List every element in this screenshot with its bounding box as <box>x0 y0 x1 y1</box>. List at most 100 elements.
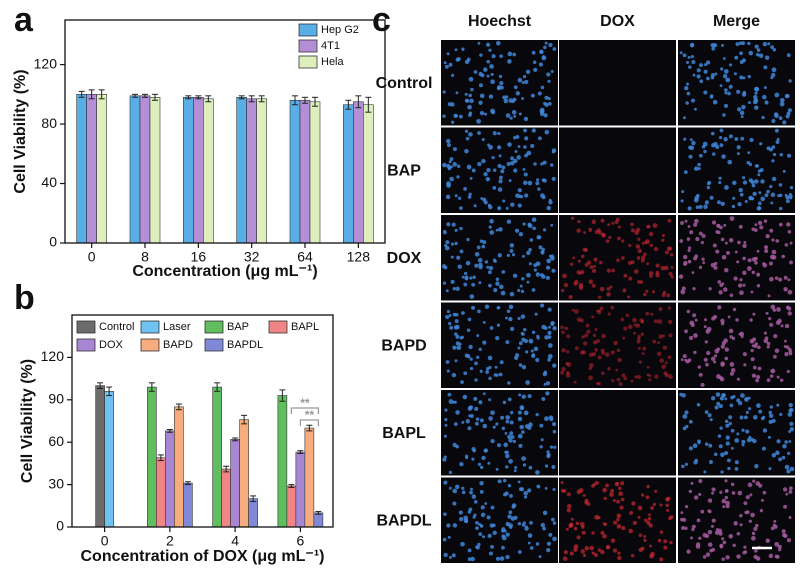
cell-dot <box>718 180 722 185</box>
cell-dot <box>689 230 694 235</box>
cell-dot <box>652 502 656 507</box>
cell-dot <box>478 83 483 88</box>
cell-dot <box>548 101 552 106</box>
cell-dot <box>692 443 698 449</box>
x-tick-label: 0 <box>88 249 96 265</box>
cell-dot <box>724 419 729 424</box>
cell-dot <box>718 135 723 140</box>
cell-dot <box>732 394 736 399</box>
cell-dot <box>618 486 622 491</box>
cell-dot <box>663 371 668 376</box>
cell-dot <box>680 199 684 203</box>
cell-dot <box>607 366 611 371</box>
cell-dot <box>724 185 729 190</box>
cell-dot <box>564 326 569 331</box>
cell-dot <box>508 316 513 322</box>
cell-dot <box>600 218 605 223</box>
cell-dot <box>463 282 468 287</box>
cell-dot <box>747 151 751 155</box>
cell-dot <box>737 490 743 496</box>
cell-dot <box>736 531 741 536</box>
cell-dot <box>670 265 674 269</box>
cell-dot <box>653 319 658 324</box>
cell-dot <box>507 142 512 147</box>
image-background <box>678 477 795 563</box>
cell-dot <box>477 161 482 167</box>
cell-dot <box>784 339 787 343</box>
cell-dot <box>454 332 458 336</box>
cell-dot <box>667 319 673 325</box>
cell-dot <box>644 518 648 523</box>
cell-dot <box>490 544 494 549</box>
cell-dot <box>518 232 524 237</box>
cell-dot <box>536 178 540 182</box>
cell-dot <box>622 288 627 293</box>
cell-dot <box>468 76 474 82</box>
cell-dot <box>720 362 725 367</box>
cell-dot <box>477 131 481 135</box>
cell-dot <box>465 136 470 141</box>
cell-dot <box>547 358 551 362</box>
bar <box>203 98 214 244</box>
cell-dot <box>687 358 692 363</box>
cell-dot <box>490 72 494 76</box>
micrograph <box>559 477 676 563</box>
cell-dot <box>688 145 692 150</box>
cell-dot <box>473 204 477 208</box>
cell-dot <box>616 513 622 519</box>
cell-dot <box>601 233 606 238</box>
cell-dot <box>718 444 723 449</box>
cell-dot <box>694 318 698 322</box>
cell-dot <box>519 487 525 492</box>
cell-dot <box>649 544 652 548</box>
cell-dot <box>752 438 757 444</box>
micrograph <box>678 127 795 213</box>
cell-dot <box>783 504 788 509</box>
cell-dot <box>470 87 474 92</box>
cell-dot <box>730 367 736 373</box>
cell-dot <box>741 428 745 432</box>
cell-dot <box>638 360 643 364</box>
cell-dot <box>691 271 695 275</box>
cell-dot <box>769 322 774 327</box>
cell-dot <box>729 371 735 376</box>
micrograph <box>559 390 676 476</box>
error-bar <box>195 95 202 100</box>
cell-dot <box>760 498 764 502</box>
cell-dot <box>778 206 783 211</box>
cell-dot <box>727 315 731 319</box>
cell-dot <box>756 403 761 409</box>
cell-dot <box>746 437 752 443</box>
legend-swatch <box>204 338 224 352</box>
cell-dot <box>727 91 731 96</box>
legend-label: Hep G2 <box>321 24 359 36</box>
cell-dot <box>456 175 460 179</box>
cell-dot <box>524 79 529 84</box>
micrograph <box>678 40 795 126</box>
cell-dot <box>537 136 542 141</box>
cell-dot <box>751 270 756 275</box>
cell-dot <box>483 448 489 453</box>
cell-dot <box>488 416 493 421</box>
cell-dot <box>469 176 473 180</box>
cell-dot <box>752 365 757 370</box>
cell-dot <box>487 461 491 465</box>
cell-dot <box>787 412 793 417</box>
cell-dot <box>547 343 553 348</box>
cell-dot <box>606 287 611 291</box>
cell-dot <box>551 176 556 181</box>
cell-dot <box>773 354 777 359</box>
cell-dot <box>688 419 693 424</box>
cell-dot <box>705 329 711 334</box>
cell-dot <box>623 273 628 278</box>
cell-dot <box>443 230 447 235</box>
cell-dot <box>519 424 524 430</box>
cell-dot <box>597 515 601 520</box>
cell-dot <box>545 265 551 270</box>
cell-dot <box>756 272 761 277</box>
bar <box>104 391 114 528</box>
cell-dot <box>600 530 605 535</box>
cell-dot <box>484 502 488 505</box>
cell-dot <box>643 252 647 257</box>
cell-dot <box>570 216 575 220</box>
